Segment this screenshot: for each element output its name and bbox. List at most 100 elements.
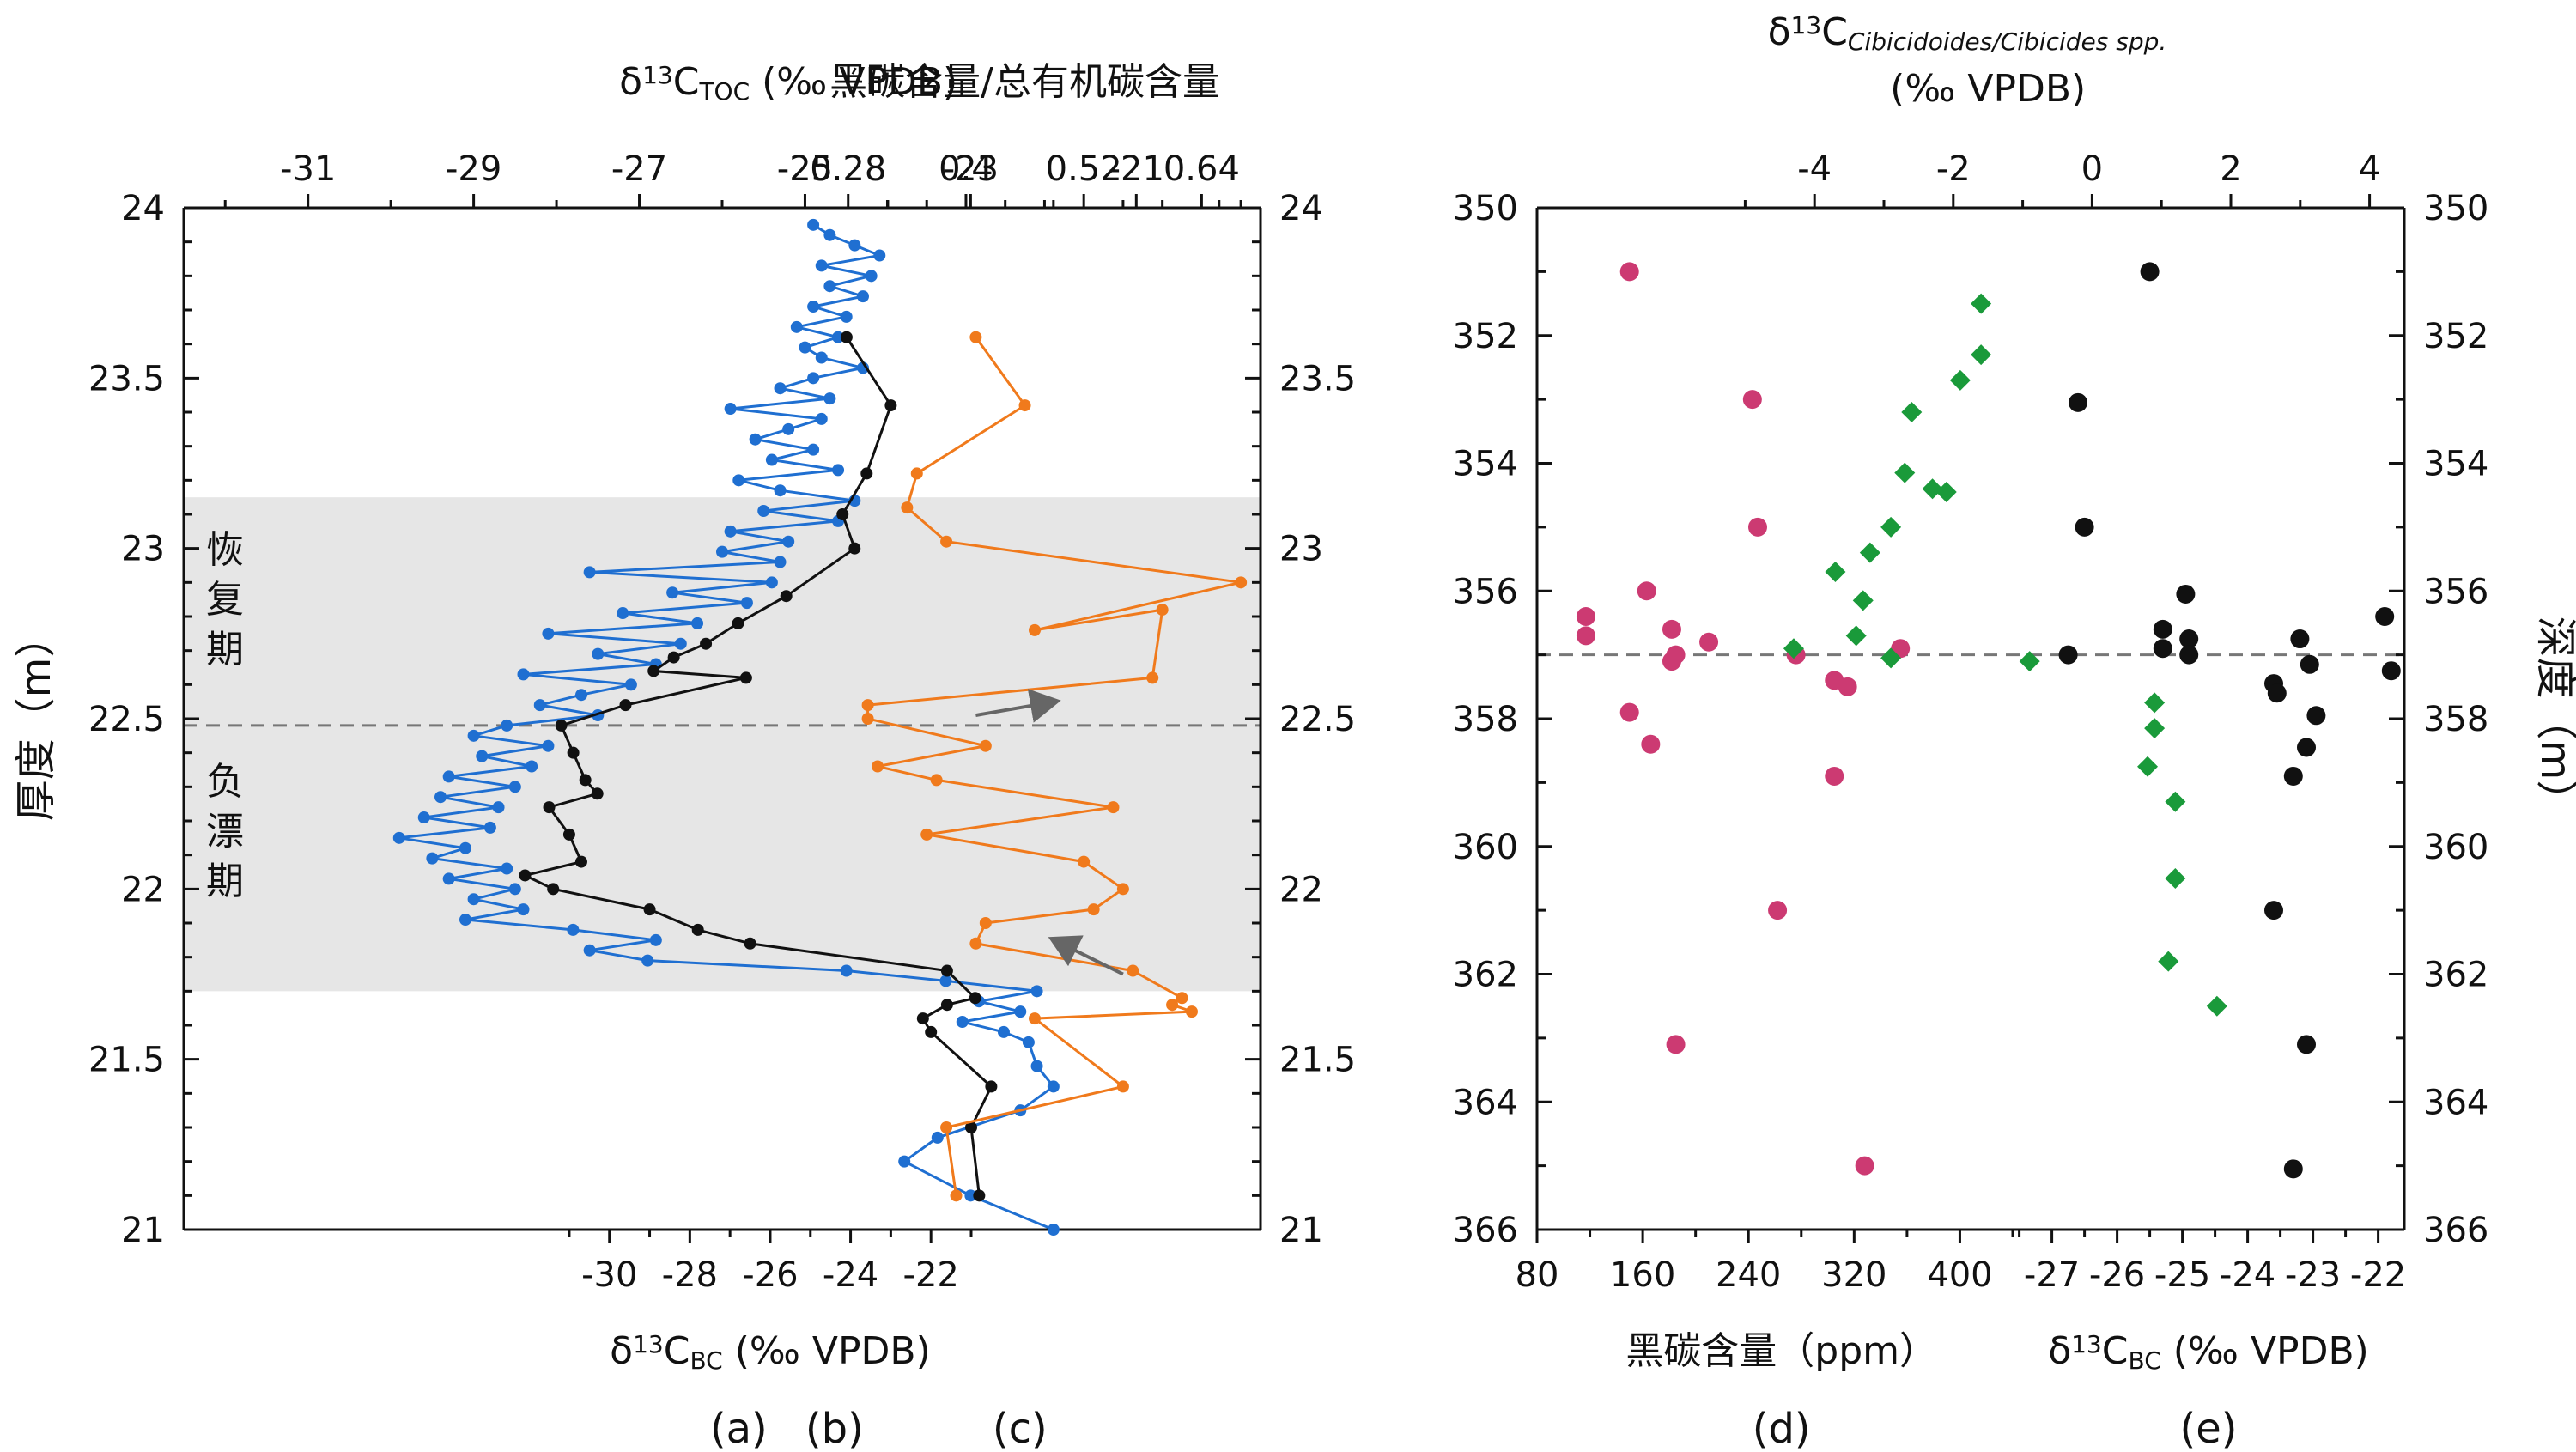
- y-axis-label-thickness: 厚度（m）: [12, 617, 60, 822]
- series-a-point: [517, 668, 530, 681]
- series-e-bc-point: [2153, 639, 2172, 659]
- x-tick-label-top-a: -31: [280, 149, 336, 189]
- series-a-point: [442, 872, 455, 885]
- depth-tick-label-right: 356: [2423, 572, 2488, 611]
- series-d-point: [1637, 581, 1656, 601]
- y-tick-label-left: 23.5: [88, 359, 165, 398]
- panel-label-b: (b): [805, 1405, 864, 1452]
- series-a-point: [674, 637, 687, 650]
- series-d-point: [1742, 390, 1762, 410]
- series-a-point: [856, 290, 869, 303]
- trend-arrow: [975, 689, 1061, 723]
- depth-tick-label-left: 366: [1453, 1211, 1518, 1250]
- series-b-point: [973, 1189, 986, 1202]
- series-b-point: [567, 746, 580, 759]
- series-a-point: [765, 576, 778, 589]
- x-tick-label-bottom-b: -30: [581, 1255, 637, 1295]
- y-tick-label-right: 23.5: [1279, 359, 1356, 398]
- series-a-point: [716, 545, 728, 558]
- series-a-point: [774, 484, 787, 497]
- series-b-point: [519, 869, 532, 882]
- series-a-point: [467, 729, 480, 742]
- series-e-bc-point: [2153, 619, 2172, 639]
- x-tick-label-bottom-d: 400: [1927, 1255, 1992, 1295]
- series-a-point: [624, 678, 637, 691]
- y-axis-label-depth: 深度（m）: [2531, 617, 2576, 822]
- series-e-bc-point: [2283, 1159, 2303, 1179]
- x-tick-label-top-e: -2: [1936, 149, 1971, 189]
- x-tick-label-bottom-e: -26: [2089, 1255, 2145, 1295]
- series-a-point: [840, 964, 853, 977]
- y-tick-label-right: 22.5: [1279, 700, 1356, 739]
- y-tick-label-left: 21: [121, 1211, 165, 1250]
- series-d-point: [1768, 901, 1788, 920]
- series-b-point: [940, 964, 953, 977]
- series-a-point: [865, 270, 878, 283]
- series-c-point: [979, 917, 992, 929]
- depth-tick-label-left: 356: [1453, 572, 1518, 611]
- series-a-point: [832, 464, 845, 477]
- panel-label-e: (e): [2180, 1405, 2238, 1452]
- series-e-bc-point: [2297, 738, 2316, 757]
- series-c-point: [920, 828, 933, 841]
- series-c-point: [940, 535, 953, 548]
- series-a-point: [641, 954, 654, 967]
- series-e-bc-point: [2283, 766, 2303, 786]
- series-b-point: [969, 992, 981, 1005]
- series-a-point: [939, 975, 952, 987]
- series-c-point: [1116, 883, 1129, 896]
- series-e-bc-point: [2381, 661, 2401, 681]
- series-e-foram-point: [1859, 542, 1880, 563]
- x-tick-label-bottom-d: 240: [1716, 1255, 1781, 1295]
- series-b-point: [547, 883, 560, 896]
- series-a-point: [956, 1016, 969, 1029]
- annotation-negative-excursion: 期: [206, 860, 244, 903]
- series-e-foram-point: [1880, 516, 1902, 538]
- x-tick-label-top-a: -23: [943, 149, 999, 189]
- x-tick-label-bottom-b: -26: [742, 1255, 798, 1295]
- x-tick-label-bottom-e: -23: [2285, 1255, 2341, 1295]
- series-c-point: [969, 331, 982, 343]
- x-tick-label-bottom-d: 160: [1610, 1255, 1675, 1295]
- series-c-point: [930, 774, 943, 787]
- series-a-point: [492, 801, 505, 814]
- series-a-point: [483, 821, 496, 834]
- series-e-bc-point: [2290, 629, 2310, 649]
- series-a-point: [790, 320, 803, 333]
- series-a-point: [392, 831, 405, 844]
- series-c-point: [861, 713, 874, 725]
- series-e-foram-point: [1825, 561, 1846, 582]
- series-b-point: [985, 1080, 998, 1093]
- series-c-point: [1087, 903, 1100, 916]
- series-e-foram-point: [1901, 402, 1923, 422]
- series-e-foram-point: [2158, 951, 2179, 972]
- series-a-point: [417, 811, 430, 824]
- series-d-point: [1619, 262, 1639, 282]
- series-b-point: [574, 855, 587, 868]
- series-e-bc-point: [2176, 584, 2196, 604]
- series-a-point: [724, 525, 737, 538]
- depth-tick-label-left: 352: [1453, 317, 1518, 356]
- series-a-point: [807, 218, 820, 231]
- series-c-point: [1018, 399, 1031, 412]
- depth-tick-label-right: 354: [2423, 445, 2488, 484]
- series-a-point: [807, 301, 820, 313]
- x-tick-label-top-a: -21: [1109, 149, 1164, 189]
- series-a-point: [931, 1131, 944, 1144]
- x-tick-label-top-c: 0.52: [1046, 149, 1122, 189]
- series-c-point: [1029, 623, 1041, 636]
- series-b-point: [543, 801, 556, 814]
- series-a-point: [997, 1025, 1010, 1038]
- series-d-point: [1576, 607, 1595, 626]
- depth-tick-label-left: 362: [1453, 956, 1518, 995]
- x-tick-label-bottom-e: -27: [2024, 1255, 2080, 1295]
- series-a-point: [757, 505, 770, 518]
- series-e-bc-point: [2179, 629, 2199, 649]
- series-a-point: [501, 862, 513, 875]
- x-tick-label-top-c: 0.28: [810, 149, 886, 189]
- series-e-foram-point: [1935, 481, 1957, 502]
- series-a-point: [898, 1155, 911, 1168]
- series-c-point: [1078, 855, 1091, 868]
- y-tick-label-left: 21.5: [88, 1041, 165, 1080]
- series-e-foram-point: [2144, 718, 2166, 739]
